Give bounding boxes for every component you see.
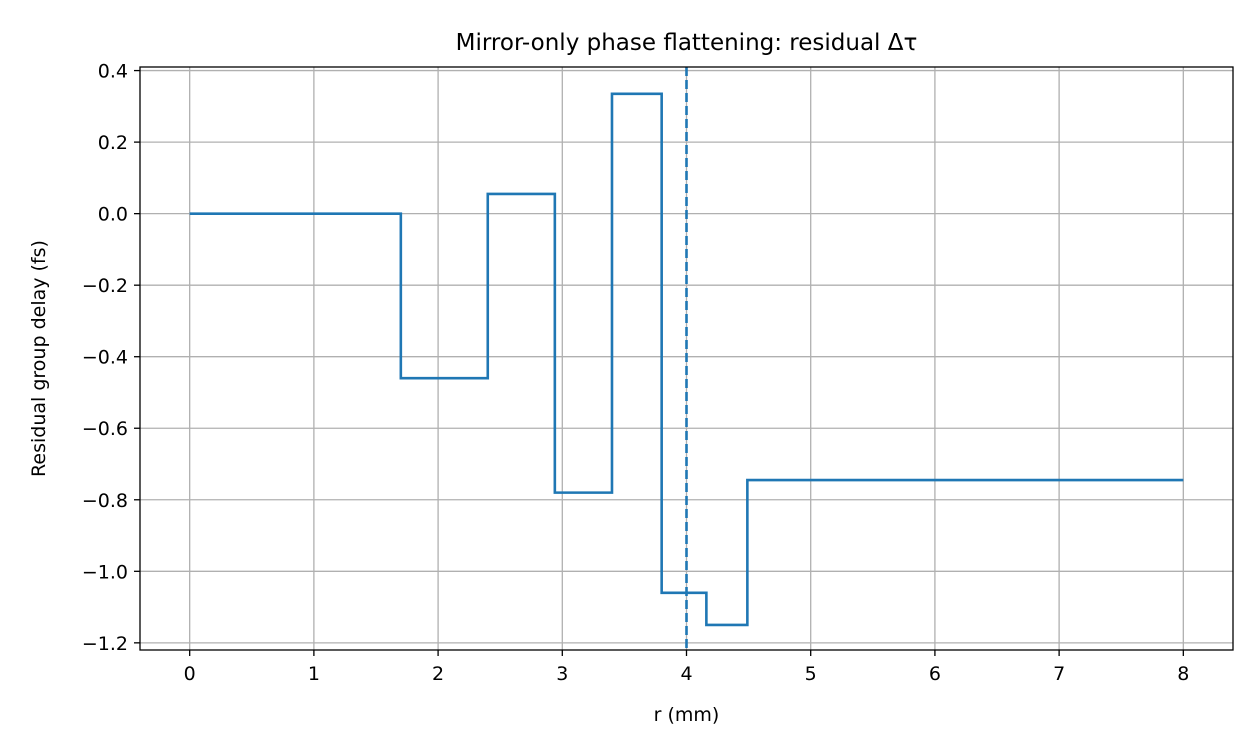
y-tick-label: −0.6 xyxy=(82,418,128,440)
y-tick-label: 0.2 xyxy=(98,132,128,154)
series-group xyxy=(189,92,1184,627)
y-tick-label: −1.0 xyxy=(82,561,128,583)
y-tick-label: −1.2 xyxy=(82,633,128,655)
y-tick-label: −0.4 xyxy=(82,347,128,369)
x-tick-label: 3 xyxy=(556,663,568,685)
y-tick-label: 0.0 xyxy=(98,204,128,226)
x-axis-label: r (mm) xyxy=(654,704,720,726)
x-tick-label: 1 xyxy=(308,663,320,685)
y-tick-label: −0.8 xyxy=(82,490,128,512)
y-axis-label: Residual group delay (fs) xyxy=(28,240,50,477)
x-axis-ticks: 0 1 2 3 4 5 6 7 8 xyxy=(184,650,1189,685)
x-tick-label: 8 xyxy=(1177,663,1189,685)
x-tick-label: 2 xyxy=(432,663,444,685)
chart-title: Mirror-only phase flattening: residual Δ… xyxy=(456,30,918,56)
x-tick-label: 4 xyxy=(680,663,692,685)
y-tick-label: −0.2 xyxy=(82,275,128,297)
x-tick-label: 6 xyxy=(929,663,941,685)
y-axis-ticks: 0.4 0.2 0.0 −0.2 −0.4 −0.6 −0.8 −1.0 −1.2 xyxy=(82,61,140,655)
x-tick-label: 0 xyxy=(184,663,196,685)
x-tick-label: 7 xyxy=(1053,663,1065,685)
series-line xyxy=(189,92,1184,627)
x-tick-label: 5 xyxy=(805,663,817,685)
y-tick-label: 0.4 xyxy=(98,61,128,83)
